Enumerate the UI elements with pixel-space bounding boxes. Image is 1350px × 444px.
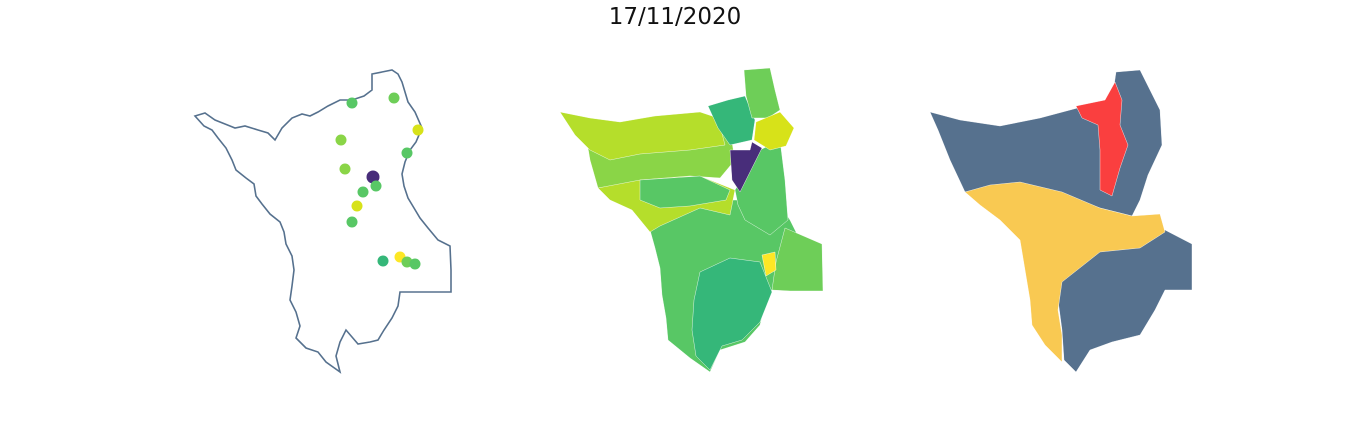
sample-point <box>366 170 380 184</box>
sample-point <box>409 258 421 270</box>
sample-point <box>388 92 400 104</box>
region-band-middle-green <box>639 175 731 209</box>
region-north <box>743 67 781 119</box>
sample-point <box>401 147 413 159</box>
region-east <box>771 227 824 292</box>
sample-point <box>370 180 382 192</box>
sample-point <box>351 200 363 212</box>
sample-point <box>335 134 347 146</box>
region-band-upper <box>559 111 726 161</box>
region-outline <box>193 69 452 374</box>
region-north-west <box>707 95 756 146</box>
sample-point <box>339 163 351 175</box>
class-c-red <box>1075 81 1129 197</box>
sample-point <box>377 255 389 267</box>
region-south-core <box>691 257 773 371</box>
region-east-small <box>761 251 777 277</box>
sample-point <box>357 186 369 198</box>
region-center-purple <box>729 141 763 193</box>
class-b-band <box>964 181 1166 363</box>
region-north-east <box>753 111 795 151</box>
sample-point <box>346 216 358 228</box>
sample-point <box>412 124 424 136</box>
page-title: 17/11/2020 <box>608 4 742 30</box>
sample-point <box>346 97 358 109</box>
